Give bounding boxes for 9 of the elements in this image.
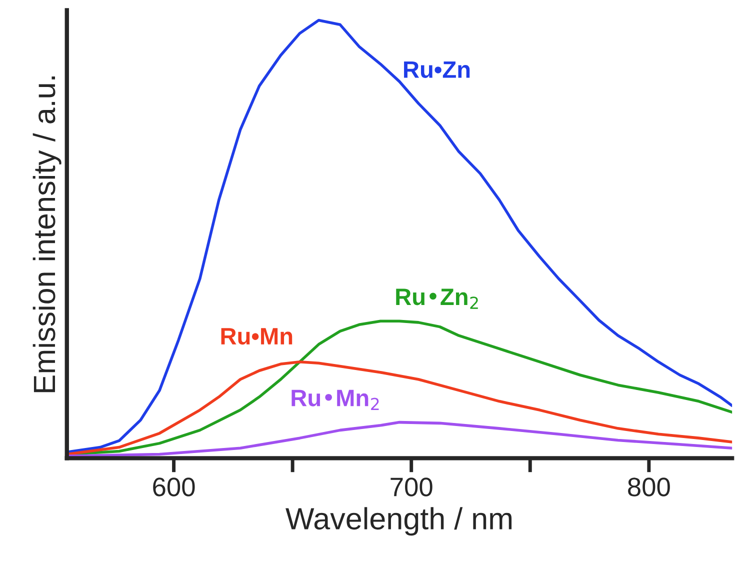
- series-label: Ru•Zn$_{2}$: [396, 288, 478, 309]
- series-label: Ru•Mn$_{2}$: [292, 390, 379, 410]
- y-axis-title: Emission intensity / a.u.: [32, 76, 62, 392]
- x-tick-label: 600: [153, 478, 195, 496]
- x-axis-title: Wavelength / nm: [286, 507, 512, 536]
- x-tick-label: 700: [390, 478, 432, 496]
- series-label: Ru•Mn: [221, 328, 292, 345]
- series-label: Ru•Zn: [404, 61, 470, 78]
- x-tick-label: 800: [628, 478, 670, 496]
